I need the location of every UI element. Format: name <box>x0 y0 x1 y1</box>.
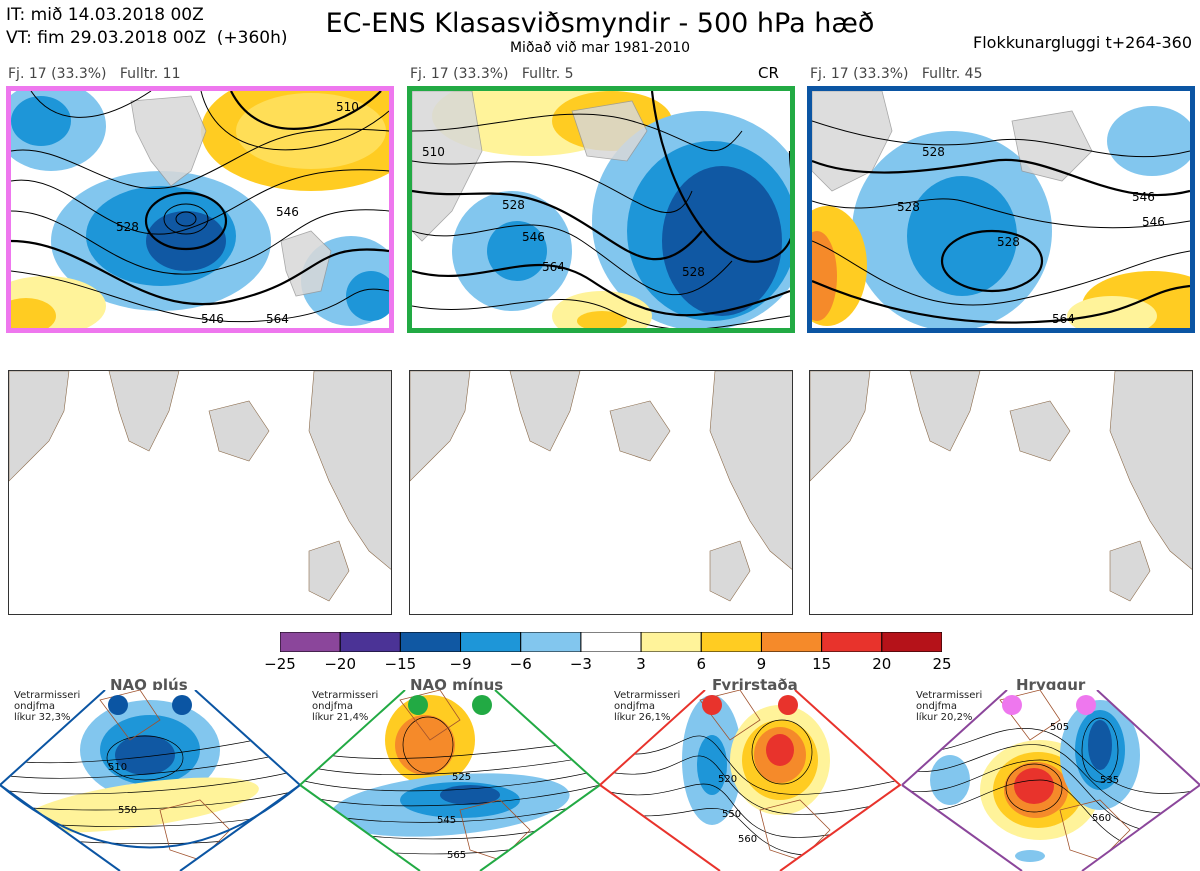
colorbar-tick-label: 20 <box>872 655 892 673</box>
colorbar-tick-label: −9 <box>449 655 472 673</box>
colorbar-tick-label: −20 <box>324 655 356 673</box>
svg-text:565: 565 <box>447 850 466 861</box>
contour-label: 546 <box>522 230 545 244</box>
svg-text:550: 550 <box>118 805 137 816</box>
panel-2-cr: CR <box>758 64 779 82</box>
svg-text:525: 525 <box>452 772 471 783</box>
svg-text:505: 505 <box>1050 722 1069 733</box>
svg-text:560: 560 <box>1092 813 1111 824</box>
classification-window: Flokkunargluggi t+264-360 <box>973 33 1192 52</box>
panel-2-label: Fj. 17 (33.3%) Fulltr. 5 <box>410 66 574 82</box>
svg-text:520: 520 <box>718 774 737 785</box>
valid-time: VT: fim 29.03.2018 00Z (+360h) <box>6 28 288 48</box>
colorbar-tick-label: 3 <box>636 655 646 673</box>
colorbar-tick-label: −15 <box>384 655 417 673</box>
contour-label: 564 <box>266 312 289 326</box>
svg-text:510: 510 <box>108 762 127 773</box>
contour-label: 510 <box>422 145 445 159</box>
colorbar-swatch <box>399 631 462 653</box>
contour-label-group: 510 528 546 564 528 <box>422 145 705 279</box>
colorbar-swatch <box>279 631 341 653</box>
contour-label-group: 528 528 528 546 546 564 <box>897 145 1165 326</box>
colorbar-swatch <box>640 631 702 653</box>
colorbar-swatch <box>460 631 522 653</box>
land-outline <box>412 91 648 242</box>
colorbar-tick-label: 9 <box>756 655 767 673</box>
regime-2-name: NAO mínus <box>410 676 504 694</box>
cluster-map-1[interactable]: 528 546 510 546 564 <box>6 86 394 333</box>
anomaly-field <box>812 106 1190 328</box>
page-title: EC-ENS Klasasviðsmyndir - 500 hPa hæð <box>325 8 875 39</box>
regime-4-info: Vetrarmisseri ondjfma líkur 20,2% <box>916 690 983 723</box>
regime-3-name: Fyrirstaða <box>712 676 798 694</box>
svg-text:560: 560 <box>738 834 757 845</box>
empty-map-3 <box>809 370 1193 615</box>
colorbar-tick-label: −25 <box>264 655 296 673</box>
colorbar-swatch <box>700 631 762 653</box>
land-outline <box>130 95 332 297</box>
colorbar-tick-label: 6 <box>696 655 707 673</box>
contour-label: 564 <box>542 260 565 274</box>
page-subtitle: Miðað við mar 1981-2010 <box>509 40 691 56</box>
empty-map-2 <box>409 370 793 615</box>
contours <box>812 120 1190 324</box>
panel-1-label: Fj. 17 (33.3%) Fulltr. 11 <box>8 66 181 82</box>
svg-text:550: 550 <box>722 809 741 820</box>
contour-label: 546 <box>201 312 224 326</box>
colorbar <box>279 631 943 653</box>
colorbar-tick-label: −3 <box>569 655 592 673</box>
contour-label: 564 <box>1052 312 1075 326</box>
svg-text:545: 545 <box>437 815 456 826</box>
colorbar-tick-label: −6 <box>509 655 532 673</box>
colorbar-swatch <box>821 631 883 653</box>
contour-label: 528 <box>116 220 139 234</box>
regime-maps: 510 550 525 545 565 <box>0 690 1200 871</box>
colorbar-swatch <box>520 631 582 653</box>
cluster-map-2[interactable]: 510 528 546 564 528 <box>407 86 795 333</box>
svg-text:535: 535 <box>1100 775 1119 786</box>
colorbar-tick-label: 15 <box>812 655 832 673</box>
issue-time-block: IT: mið 14.03.2018 00Z VT: fim 29.03.2018… <box>6 4 288 50</box>
colorbar-swatch <box>339 631 401 653</box>
regime-4-name: Hryggur <box>1016 676 1086 694</box>
contour-label: 528 <box>997 235 1020 249</box>
contour-label: 510 <box>336 100 359 114</box>
colorbar-swatch <box>760 631 823 653</box>
issue-time: IT: mið 14.03.2018 00Z <box>6 5 204 25</box>
colorbar-swatch <box>881 631 943 653</box>
regime-1-name: NAO plús <box>110 676 188 694</box>
contour-label: 546 <box>1142 215 1165 229</box>
contour-label: 528 <box>897 200 920 214</box>
contour-label: 546 <box>276 205 299 219</box>
contour-label: 546 <box>1132 190 1155 204</box>
anomaly-field <box>11 91 389 328</box>
contour-label: 528 <box>502 198 525 212</box>
contour-label: 528 <box>682 265 705 279</box>
regime-2-info: Vetrarmisseri ondjfma líkur 21,4% <box>312 690 379 723</box>
panel-3-label: Fj. 17 (33.3%) Fulltr. 45 <box>810 66 983 82</box>
colorbar-tick-label: 25 <box>932 655 952 673</box>
contours <box>11 91 389 323</box>
colorbar-swatch <box>580 631 642 653</box>
regime-3-info: Vetrarmisseri ondjfma líkur 26,1% <box>614 690 681 723</box>
regime-1-info: Vetrarmisseri ondjfma líkur 32,3% <box>14 690 81 723</box>
contours <box>412 91 790 328</box>
empty-map-1 <box>8 370 392 615</box>
contour-label-group: 528 546 510 546 564 <box>116 100 359 326</box>
regime-map-nao-plus <box>0 690 300 871</box>
contour-label: 528 <box>922 145 945 159</box>
cluster-map-3[interactable]: 528 528 528 546 546 564 <box>807 86 1195 333</box>
